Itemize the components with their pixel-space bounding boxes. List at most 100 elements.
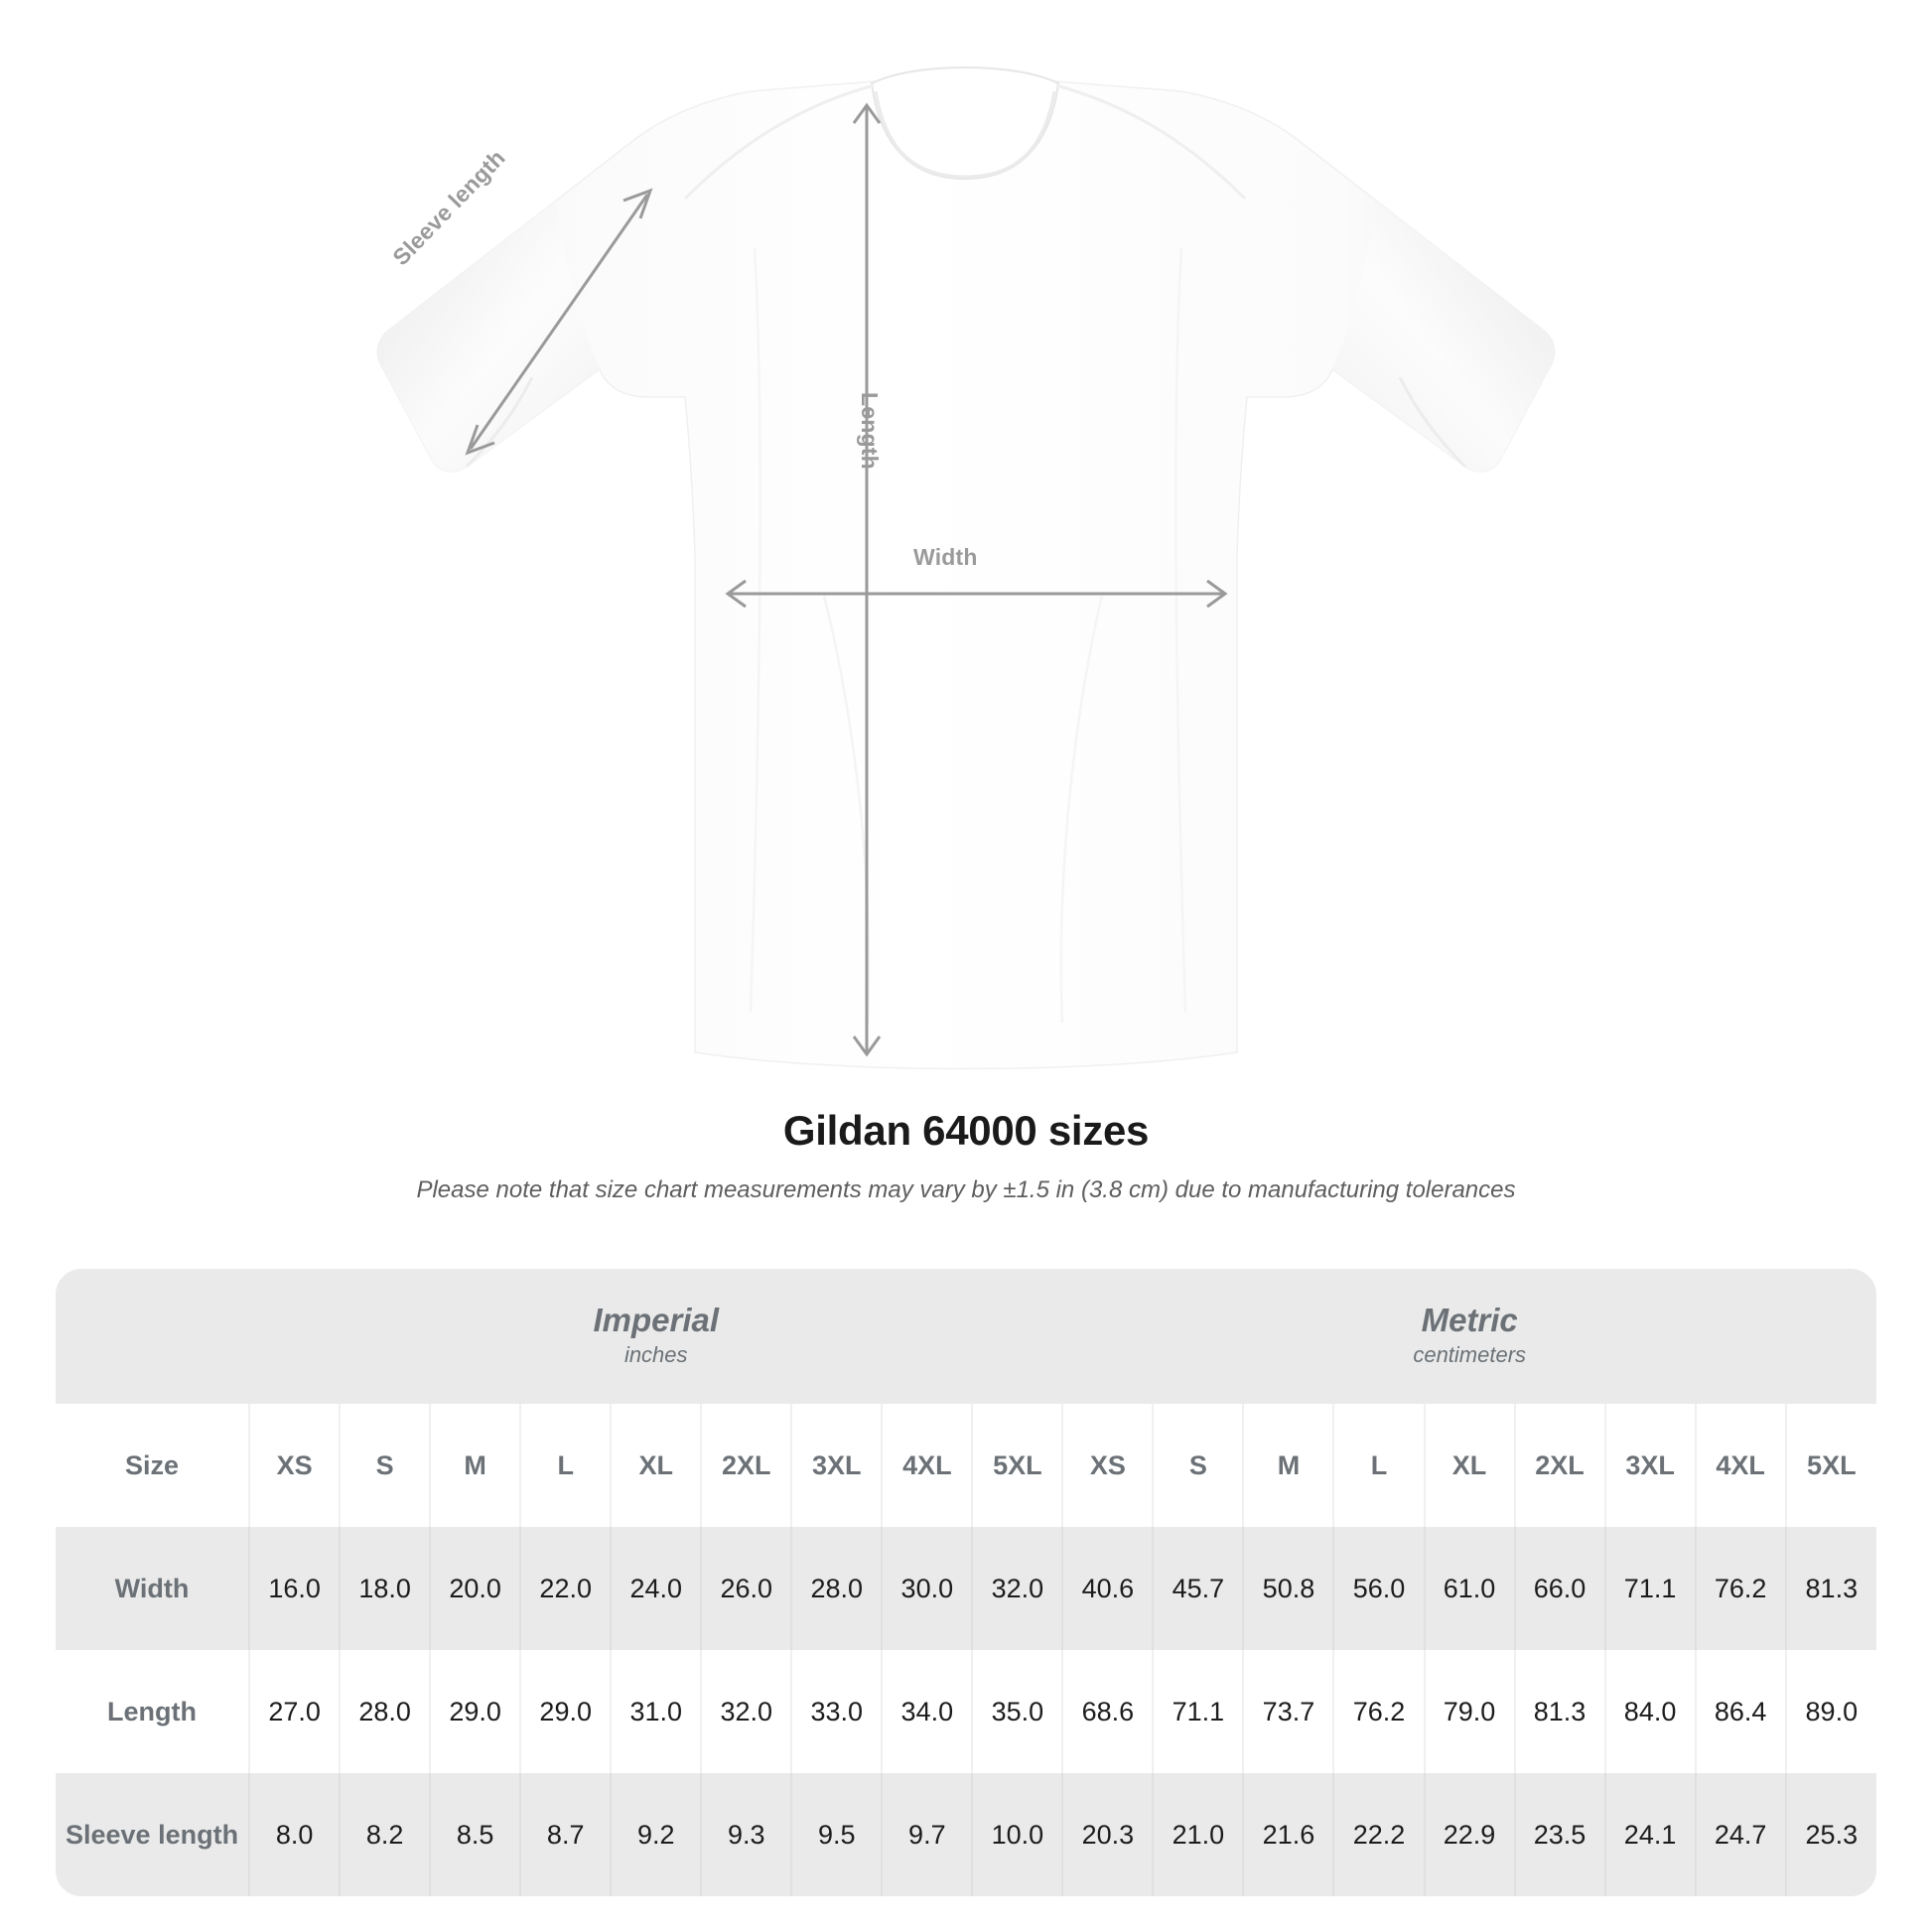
unit-group-metric: Metric centimeters <box>1062 1269 1876 1404</box>
size-col-header: 3XL <box>1603 1404 1696 1527</box>
cell-sleeve-length: 8.5 <box>429 1773 521 1896</box>
cell-sleeve-length: 23.5 <box>1513 1773 1605 1896</box>
cell-length: 35.0 <box>971 1650 1063 1773</box>
cell-width: 24.0 <box>610 1527 702 1650</box>
cell-width: 81.3 <box>1784 1527 1876 1650</box>
page-subtitle: Please note that size chart measurements… <box>416 1176 1516 1203</box>
size-col-header: 4XL <box>1694 1404 1786 1527</box>
cell-sleeve-length: 9.3 <box>700 1773 792 1896</box>
sleeve-length-arrow <box>465 188 653 456</box>
cell-sleeve-length: 9.2 <box>610 1773 702 1896</box>
cell-length: 34.0 <box>881 1650 973 1773</box>
length-label: Length <box>857 392 883 470</box>
size-col-header: S <box>339 1404 431 1527</box>
size-col-header: XL <box>610 1404 702 1527</box>
cell-width: 76.2 <box>1694 1527 1786 1650</box>
row-label-length: Length <box>56 1650 250 1773</box>
right-sleeve <box>1332 201 1555 472</box>
cell-sleeve-length: 9.7 <box>881 1773 973 1896</box>
unit-group-metric-unit: centimeters <box>1413 1342 1527 1368</box>
cell-sleeve-length: 24.7 <box>1694 1773 1786 1896</box>
collar <box>870 66 1060 181</box>
cell-length: 86.4 <box>1694 1650 1786 1773</box>
cell-length: 31.0 <box>610 1650 702 1773</box>
cell-width: 30.0 <box>881 1527 973 1650</box>
cell-width: 16.0 <box>248 1527 341 1650</box>
cell-length: 27.0 <box>248 1650 341 1773</box>
size-col-header: 3XL <box>790 1404 883 1527</box>
table-row-width: Width 16.0 18.0 20.0 22.0 24.0 26.0 28.0… <box>56 1527 1876 1650</box>
table-row-sleeve-length: Sleeve length 8.0 8.2 8.5 8.7 9.2 9.3 9.… <box>56 1773 1876 1896</box>
size-col-header: 2XL <box>700 1404 792 1527</box>
right-sleeve-hem <box>1398 376 1467 469</box>
cell-width: 50.8 <box>1242 1527 1334 1650</box>
cell-width: 20.0 <box>429 1527 521 1650</box>
cell-width: 32.0 <box>971 1527 1063 1650</box>
size-row-label: Size <box>56 1404 250 1527</box>
cell-width: 22.0 <box>519 1527 612 1650</box>
size-col-header: 4XL <box>881 1404 973 1527</box>
cell-width: 66.0 <box>1513 1527 1605 1650</box>
cell-width: 28.0 <box>790 1527 883 1650</box>
cell-length: 84.0 <box>1603 1650 1696 1773</box>
left-shoulder-seam <box>683 83 875 201</box>
cell-sleeve-length: 21.6 <box>1242 1773 1334 1896</box>
unit-group-metric-name: Metric <box>1421 1301 1518 1338</box>
cell-sleeve-length: 9.5 <box>790 1773 883 1896</box>
unit-header-spacer <box>56 1269 250 1404</box>
width-label: Width <box>913 544 978 570</box>
unit-group-imperial: Imperial inches <box>249 1269 1063 1404</box>
cell-sleeve-length: 8.2 <box>339 1773 431 1896</box>
cell-length: 28.0 <box>339 1650 431 1773</box>
cell-width: 61.0 <box>1423 1527 1515 1650</box>
cell-sleeve-length: 24.1 <box>1603 1773 1696 1896</box>
size-col-header: L <box>1332 1404 1425 1527</box>
cell-length: 29.0 <box>519 1650 612 1773</box>
size-col-header: 2XL <box>1513 1404 1605 1527</box>
cell-sleeve-length: 20.3 <box>1061 1773 1154 1896</box>
cell-sleeve-length: 10.0 <box>971 1773 1063 1896</box>
cell-width: 26.0 <box>700 1527 792 1650</box>
unit-header-row: Imperial inches Metric centimeters <box>56 1269 1876 1404</box>
tshirt-illustration <box>376 66 1556 1070</box>
size-col-header: XS <box>248 1404 341 1527</box>
cell-length: 32.0 <box>700 1650 792 1773</box>
cell-length: 81.3 <box>1513 1650 1605 1773</box>
fabric-folds <box>749 247 1187 1024</box>
size-col-header: 5XL <box>971 1404 1063 1527</box>
cell-sleeve-length: 8.0 <box>248 1773 341 1896</box>
title-block: Gildan 64000 sizes Please note that size… <box>0 1107 1932 1204</box>
cell-width: 40.6 <box>1061 1527 1154 1650</box>
table-row-length: Length 27.0 28.0 29.0 29.0 31.0 32.0 33.… <box>56 1650 1876 1773</box>
size-col-header: 5XL <box>1784 1404 1876 1527</box>
unit-group-imperial-unit: inches <box>623 1342 688 1368</box>
cell-sleeve-length: 22.9 <box>1423 1773 1515 1896</box>
cell-length: 73.7 <box>1242 1650 1334 1773</box>
cell-length: 68.6 <box>1061 1650 1154 1773</box>
length-arrow <box>852 102 882 1057</box>
cell-length: 33.0 <box>790 1650 883 1773</box>
size-col-header: XL <box>1423 1404 1515 1527</box>
cell-sleeve-length: 8.7 <box>519 1773 612 1896</box>
cell-length: 89.0 <box>1784 1650 1876 1773</box>
unit-group-imperial-name: Imperial <box>593 1301 720 1338</box>
table-row-size-header: Size XS S M L XL 2XL 3XL 4XL 5XL XS S M … <box>56 1404 1876 1527</box>
cell-sleeve-length: 21.0 <box>1152 1773 1244 1896</box>
width-arrow <box>725 579 1228 609</box>
page-title: Gildan 64000 sizes <box>782 1107 1150 1154</box>
cell-length: 29.0 <box>429 1650 521 1773</box>
cell-width: 71.1 <box>1603 1527 1696 1650</box>
cell-length: 76.2 <box>1332 1650 1425 1773</box>
left-sleeve <box>377 201 600 472</box>
cell-sleeve-length: 25.3 <box>1784 1773 1876 1896</box>
row-label-width: Width <box>56 1527 250 1650</box>
cell-sleeve-length: 22.2 <box>1332 1773 1425 1896</box>
right-shoulder-seam <box>1055 83 1247 201</box>
cell-length: 71.1 <box>1152 1650 1244 1773</box>
cell-width: 45.7 <box>1152 1527 1244 1650</box>
size-col-header: S <box>1152 1404 1244 1527</box>
tshirt-diagram: Sleeve length Length Width <box>376 66 1556 1070</box>
size-col-header: M <box>429 1404 521 1527</box>
cell-length: 79.0 <box>1423 1650 1515 1773</box>
size-col-header: M <box>1242 1404 1334 1527</box>
